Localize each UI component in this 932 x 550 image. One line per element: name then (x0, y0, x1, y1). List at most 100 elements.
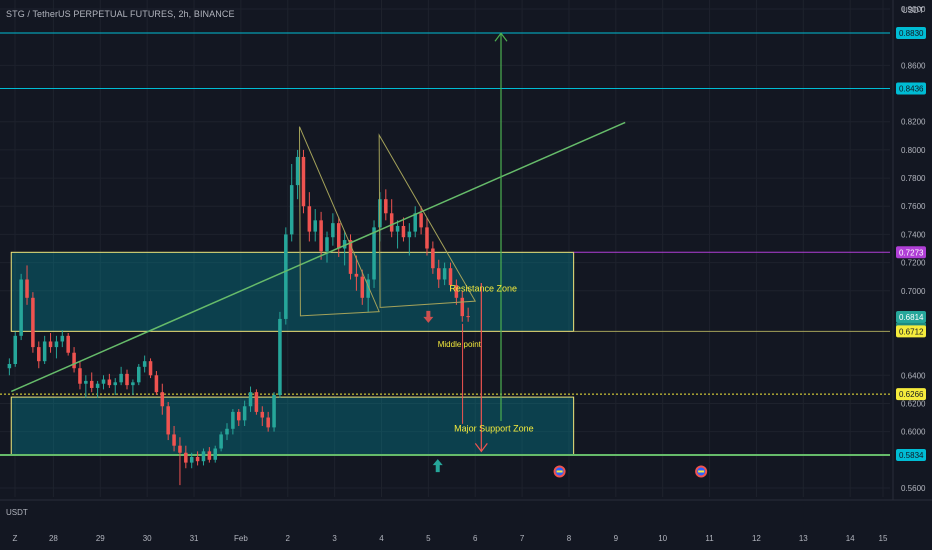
event-marker-detail (698, 470, 705, 473)
chart-grid (0, 0, 932, 501)
candle-body (113, 382, 118, 386)
price-tag-label: 0.6814 (899, 313, 924, 322)
candle-body (436, 268, 441, 280)
price-tag (896, 310, 926, 323)
price-tag (896, 448, 926, 461)
candle-body (37, 347, 41, 362)
candle-body (213, 448, 218, 460)
symbol-title[interactable]: STG / TetherUS PERPETUAL FUTURES, 2h, BI… (6, 9, 235, 19)
candle-body (42, 341, 47, 362)
candle-body (289, 185, 294, 235)
small-down-arrow-icon (423, 310, 434, 323)
candle-body (184, 452, 188, 463)
candle-body (72, 352, 76, 369)
candle-body (466, 316, 470, 318)
time-tick-label: 6 (473, 534, 478, 543)
price-tick-label: 0.8600 (901, 61, 926, 70)
triangle-pattern (378, 133, 477, 308)
candle-body (266, 417, 270, 428)
candle-body (236, 411, 241, 421)
candle-body (154, 375, 159, 393)
chart-text-labels: Resistance Zone Major Support Zone Middle … (438, 283, 534, 433)
chart-drawings (10, 32, 708, 478)
candle-body (413, 213, 417, 232)
candle-body (95, 383, 100, 388)
price-axis[interactable]: 0.9000 0.8600 0.8200 0.8000 0.7800 0.7600 0.74… (896, 5, 926, 493)
time-tick-label: Feb (234, 534, 248, 543)
price-tick-label: 0.7000 (901, 287, 926, 296)
candle-body (331, 223, 335, 238)
candle-body (48, 341, 53, 348)
price-tick-label: 0.7800 (901, 174, 926, 183)
candle-body (25, 279, 29, 298)
candle-body (60, 335, 65, 342)
price-tag (896, 388, 926, 401)
candle-body (372, 227, 376, 280)
time-tick-label: 5 (426, 534, 431, 543)
resistance-zone-label: Resistance Zone (449, 283, 517, 293)
candle-body (454, 285, 459, 298)
candle-body (360, 276, 365, 298)
candle-body (295, 156, 300, 186)
ascending-trend-line (10, 121, 626, 393)
price-tick-label: 0.6200 (901, 399, 926, 408)
price-tag-label: 0.6266 (899, 390, 924, 399)
arrow-head (474, 442, 488, 453)
candle-body (7, 364, 12, 369)
candle-body (460, 297, 465, 317)
price-tag (896, 26, 926, 39)
candle-body (284, 234, 288, 319)
candle-body (248, 392, 253, 407)
price-tick-label: 0.7600 (901, 202, 926, 211)
triangle-pattern (298, 126, 380, 317)
price-zones (10, 251, 575, 456)
candle-body (19, 279, 23, 336)
time-tick-label: 28 (49, 534, 58, 543)
candle-body (401, 225, 406, 238)
price-tick-label: 0.7400 (901, 230, 926, 239)
candle-body (395, 225, 400, 232)
candle-body (260, 411, 265, 418)
price-tag-label: 0.8830 (899, 29, 924, 38)
candle-body (319, 220, 323, 252)
event-marker-detail (556, 470, 563, 473)
candle-body (66, 335, 70, 353)
candle-body (137, 366, 141, 383)
candle-body (301, 156, 306, 207)
time-tick-label: 12 (752, 534, 761, 543)
candle-body (354, 273, 359, 277)
time-tick-label: 13 (799, 534, 808, 543)
candle-body (201, 451, 206, 462)
candle-body (54, 341, 59, 348)
candle-body (78, 368, 82, 384)
time-tick-label: 4 (379, 534, 384, 543)
time-tick-label: Z (13, 534, 18, 543)
time-tick-label: 7 (520, 534, 525, 543)
candle-body (101, 379, 106, 384)
candle-body (142, 361, 147, 367)
candle-body (348, 240, 353, 274)
candle-body (384, 199, 388, 214)
candle-body (131, 382, 135, 386)
candle-body (89, 380, 94, 388)
candle-body (195, 456, 200, 462)
candle-body (13, 335, 18, 365)
price-tick-label: 0.6400 (901, 371, 926, 380)
middle-point-label: Middle point (438, 340, 482, 349)
price-tick-label: 0.8000 (901, 146, 926, 155)
candle-body (278, 318, 282, 395)
time-tick-label: 29 (96, 534, 105, 543)
candle-body (272, 394, 276, 428)
price-tick-label: 0.5600 (901, 484, 926, 493)
candle-body (366, 279, 370, 298)
candle-body (107, 379, 112, 386)
time-tick-label: 14 (846, 534, 855, 543)
time-tick-label: 31 (190, 534, 199, 543)
time-tick-label: 2 (286, 534, 291, 543)
time-axis[interactable]: Z 28 29 30 31 Feb 2 3 4 5 6 7 8 9 10 11 12 13 14 15 (13, 534, 888, 543)
price-tick-label: 0.9000 (901, 5, 926, 14)
candle-body (448, 268, 453, 286)
resistance-zone (10, 251, 575, 332)
price-tick-label: 0.8200 (901, 118, 926, 127)
